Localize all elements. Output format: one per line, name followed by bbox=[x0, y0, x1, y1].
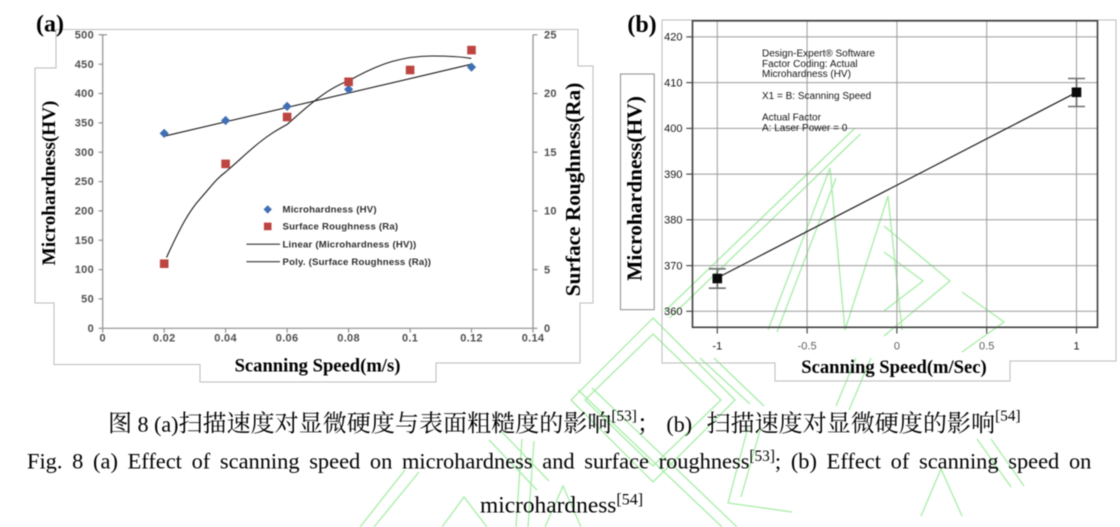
svg-text:1: 1 bbox=[1073, 341, 1079, 353]
svg-text:Actual Factor: Actual Factor bbox=[762, 113, 822, 124]
svg-text:500: 500 bbox=[75, 29, 94, 41]
svg-text:Linear (Microhardness (HV)): Linear (Microhardness (HV)) bbox=[283, 240, 417, 251]
svg-text:A: Laser Power = 0: A: Laser Power = 0 bbox=[762, 123, 848, 134]
svg-text:0.14: 0.14 bbox=[522, 333, 545, 345]
svg-text:390: 390 bbox=[664, 169, 682, 181]
svg-text:360: 360 bbox=[664, 306, 682, 318]
svg-text:410: 410 bbox=[664, 77, 682, 89]
svg-text:Factor Coding: Actual: Factor Coding: Actual bbox=[762, 59, 858, 70]
svg-text:0: 0 bbox=[544, 323, 550, 335]
svg-text:50: 50 bbox=[81, 294, 94, 306]
svg-text:0.1: 0.1 bbox=[402, 333, 418, 345]
svg-text:Fig. 8 (a) Effect of scanning: Fig. 8 (a) Effect of scanning speed on m… bbox=[27, 448, 1091, 474]
svg-text:(a): (a) bbox=[36, 12, 64, 38]
svg-text:370: 370 bbox=[664, 260, 682, 272]
svg-text:Scanning Speed(m/Sec): Scanning Speed(m/Sec) bbox=[801, 357, 986, 378]
svg-text:microhardness[54]: microhardness[54] bbox=[480, 492, 643, 519]
svg-text:X1 = B: Scanning Speed: X1 = B: Scanning Speed bbox=[762, 91, 871, 102]
svg-text:0.12: 0.12 bbox=[460, 333, 483, 345]
svg-text:0: 0 bbox=[894, 341, 900, 353]
svg-text:400: 400 bbox=[664, 123, 682, 135]
svg-text:Poly. (Surface Roughness (Ra)): Poly. (Surface Roughness (Ra)) bbox=[283, 257, 432, 268]
svg-text:0: 0 bbox=[99, 333, 105, 345]
svg-text:300: 300 bbox=[75, 147, 94, 159]
svg-text:0.04: 0.04 bbox=[214, 333, 237, 345]
svg-text:0.08: 0.08 bbox=[337, 333, 360, 345]
svg-text:15: 15 bbox=[544, 147, 557, 159]
svg-text:Microhardness (HV): Microhardness (HV) bbox=[283, 205, 377, 216]
svg-text:250: 250 bbox=[75, 176, 94, 188]
svg-text:10: 10 bbox=[544, 206, 557, 218]
svg-text:0.02: 0.02 bbox=[153, 333, 176, 345]
svg-text:Scanning Speed(m/s): Scanning Speed(m/s) bbox=[235, 356, 401, 377]
svg-text:100: 100 bbox=[75, 264, 94, 276]
svg-text:400: 400 bbox=[75, 88, 94, 100]
svg-text:-0.5: -0.5 bbox=[798, 341, 817, 353]
svg-text:(b): (b) bbox=[627, 12, 656, 38]
svg-text:350: 350 bbox=[75, 118, 94, 130]
svg-text:200: 200 bbox=[75, 206, 94, 218]
svg-text:Microhardness(HV): Microhardness(HV) bbox=[623, 96, 647, 281]
svg-text:20: 20 bbox=[544, 88, 557, 100]
svg-text:450: 450 bbox=[75, 59, 94, 71]
svg-text:420: 420 bbox=[664, 32, 682, 44]
svg-text:5: 5 bbox=[544, 264, 550, 276]
svg-text:0.06: 0.06 bbox=[276, 333, 299, 345]
svg-text:0.5: 0.5 bbox=[979, 341, 994, 353]
svg-text:Surface Roughness(Ra): Surface Roughness(Ra) bbox=[561, 83, 585, 297]
svg-text:Microhardness(HV): Microhardness(HV) bbox=[39, 101, 60, 266]
svg-text:-1: -1 bbox=[712, 341, 722, 353]
svg-text:Surface Roughness (Ra): Surface Roughness (Ra) bbox=[283, 222, 399, 233]
svg-text:25: 25 bbox=[544, 30, 557, 42]
svg-text:380: 380 bbox=[664, 215, 682, 227]
svg-text:Microhardness (HV): Microhardness (HV) bbox=[762, 69, 851, 80]
svg-text:0: 0 bbox=[88, 323, 94, 335]
svg-text:Design-Expert® Software: Design-Expert® Software bbox=[762, 49, 875, 60]
svg-text:150: 150 bbox=[75, 235, 94, 247]
